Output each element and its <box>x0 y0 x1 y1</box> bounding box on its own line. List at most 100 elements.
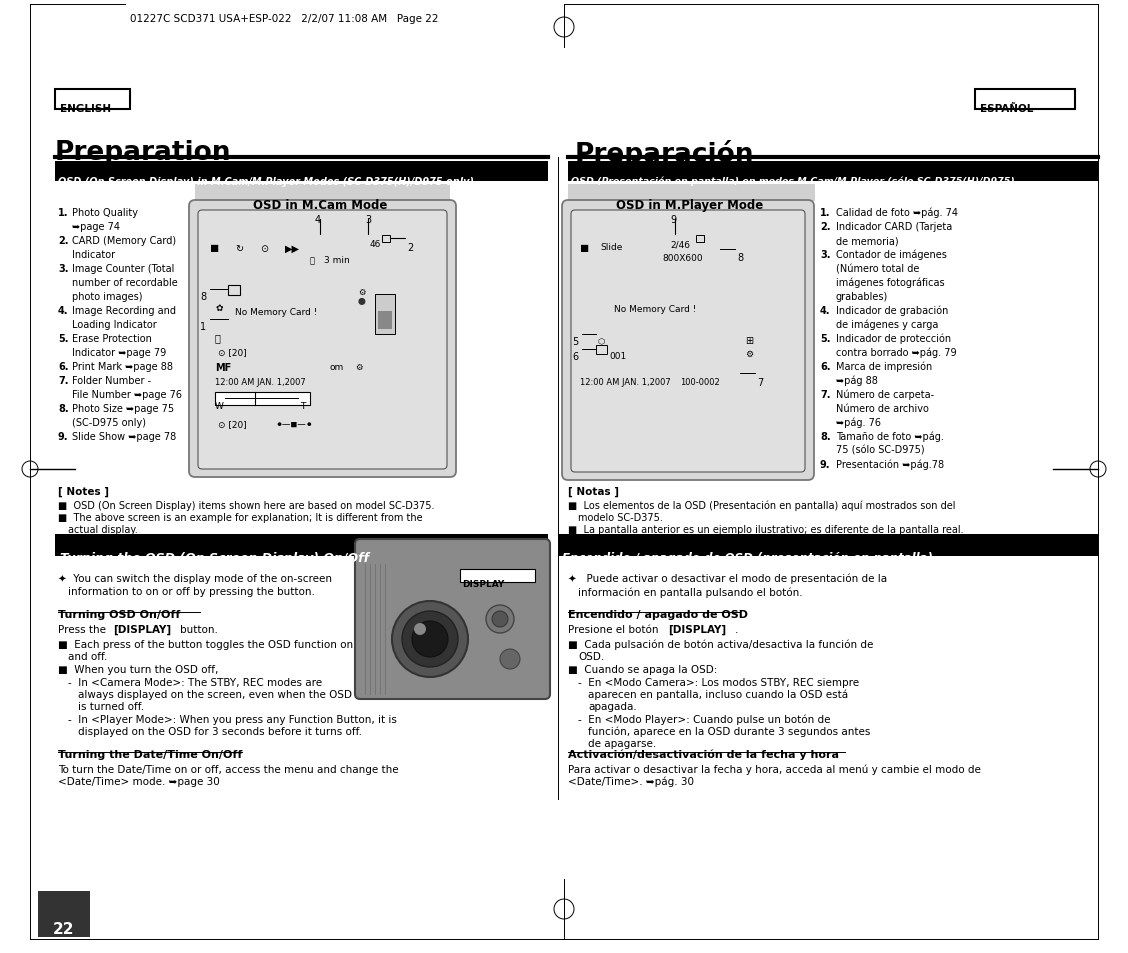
Text: 3: 3 <box>365 214 371 225</box>
Text: om: om <box>331 363 344 372</box>
Text: ✦  You can switch the display mode of the on-screen: ✦ You can switch the display mode of the… <box>58 574 332 583</box>
Text: .: . <box>735 624 739 635</box>
Text: Número de archivo: Número de archivo <box>836 403 928 414</box>
Text: ■  Each press of the button toggles the OSD function on: ■ Each press of the button toggles the O… <box>58 639 353 649</box>
Text: ENGLISH: ENGLISH <box>60 104 112 113</box>
Text: DISPLAY: DISPLAY <box>462 579 504 588</box>
Text: de apagarse.: de apagarse. <box>588 739 656 748</box>
Text: 4.: 4. <box>58 306 69 315</box>
Bar <box>195 185 450 202</box>
Text: Contador de imágenes: Contador de imágenes <box>836 250 946 260</box>
Text: Presione el botón: Presione el botón <box>569 624 662 635</box>
Text: ➥pág. 76: ➥pág. 76 <box>836 417 881 428</box>
Text: (Número total de: (Número total de <box>836 264 919 274</box>
Text: 3 min: 3 min <box>324 255 350 265</box>
Circle shape <box>500 649 520 669</box>
Bar <box>558 535 1098 557</box>
Text: Turning OSD On/Off: Turning OSD On/Off <box>58 609 180 619</box>
Text: modelo SC-D375.: modelo SC-D375. <box>578 513 663 522</box>
Text: ▶▶: ▶▶ <box>285 244 300 253</box>
Text: grabables): grabables) <box>836 292 888 302</box>
Text: Indicator: Indicator <box>72 250 115 260</box>
Text: ■  Cuando se apaga la OSD:: ■ Cuando se apaga la OSD: <box>569 664 717 675</box>
Text: 8: 8 <box>737 253 743 263</box>
Text: 2: 2 <box>407 243 413 253</box>
Text: Image Counter (Total: Image Counter (Total <box>72 264 175 274</box>
Circle shape <box>402 612 458 667</box>
Text: [ Notas ]: [ Notas ] <box>569 486 619 497</box>
Text: 2.: 2. <box>58 235 69 246</box>
Text: 8: 8 <box>200 292 206 302</box>
Text: 7.: 7. <box>820 390 830 399</box>
Text: <Date/Time>. ➥pág. 30: <Date/Time>. ➥pág. 30 <box>569 776 694 786</box>
Text: Tamaño de foto ➥pág.: Tamaño de foto ➥pág. <box>836 432 944 442</box>
Text: is turned off.: is turned off. <box>78 701 144 711</box>
Text: imágenes fotográficas: imágenes fotográficas <box>836 277 944 288</box>
Text: 46: 46 <box>370 240 381 249</box>
Text: OSD.: OSD. <box>578 651 605 661</box>
FancyBboxPatch shape <box>355 539 550 700</box>
Text: 1.: 1. <box>58 208 69 218</box>
Text: Turning the OSD (On Screen Display) On/Off: Turning the OSD (On Screen Display) On/O… <box>60 552 369 564</box>
Text: W: W <box>215 401 223 411</box>
Text: 9.: 9. <box>58 432 69 441</box>
Text: photo images): photo images) <box>72 292 142 302</box>
Bar <box>382 235 390 243</box>
Bar <box>569 162 1098 182</box>
Text: Preparation: Preparation <box>55 140 231 166</box>
Text: ⚙: ⚙ <box>355 363 362 372</box>
Text: and off.: and off. <box>68 651 107 661</box>
Text: [DISPLAY]: [DISPLAY] <box>668 624 726 635</box>
Text: No Memory Card !: No Memory Card ! <box>235 308 317 316</box>
Text: 1.: 1. <box>820 208 830 218</box>
Text: ⊞: ⊞ <box>744 335 754 346</box>
Text: 12:00 AM JAN. 1,2007: 12:00 AM JAN. 1,2007 <box>580 377 671 387</box>
Bar <box>55 162 548 182</box>
Bar <box>374 294 395 335</box>
Text: File Number ➥page 76: File Number ➥page 76 <box>72 390 182 399</box>
Text: ■  La pantalla anterior es un ejemplo ilustrativo; es diferente de la pantalla r: ■ La pantalla anterior es un ejemplo ilu… <box>569 524 963 535</box>
Bar <box>55 90 130 110</box>
Text: 75 (sólo SC-D975): 75 (sólo SC-D975) <box>836 446 925 456</box>
Text: 3.: 3. <box>58 264 69 274</box>
Text: 4.: 4. <box>820 306 830 315</box>
Bar <box>228 286 240 295</box>
Text: 100-0002: 100-0002 <box>680 377 720 387</box>
Circle shape <box>414 623 426 636</box>
Bar <box>55 535 548 557</box>
Bar <box>378 312 393 330</box>
Text: Número de carpeta-: Número de carpeta- <box>836 390 934 400</box>
Text: ⬤: ⬤ <box>358 297 365 305</box>
Text: ✿: ✿ <box>215 304 222 313</box>
Text: 800X600: 800X600 <box>662 253 703 263</box>
Text: 8.: 8. <box>820 432 830 441</box>
Text: ➥pág 88: ➥pág 88 <box>836 375 878 386</box>
Text: 🕐: 🕐 <box>310 255 315 265</box>
Circle shape <box>393 601 468 678</box>
Text: -  In <Camera Mode>: The STBY, REC modes are: - In <Camera Mode>: The STBY, REC modes … <box>68 678 323 687</box>
Text: Preparación: Preparación <box>575 140 755 168</box>
FancyBboxPatch shape <box>199 211 447 470</box>
FancyBboxPatch shape <box>571 211 805 473</box>
Text: MF: MF <box>215 363 231 373</box>
Text: Encendido / apagado de OSD (presentación en pantalla): Encendido / apagado de OSD (presentación… <box>562 552 933 564</box>
Text: Marca de impresión: Marca de impresión <box>836 361 932 372</box>
Text: ◼: ◼ <box>210 243 219 253</box>
Text: 7.: 7. <box>58 375 69 386</box>
Text: de memoria): de memoria) <box>836 235 899 246</box>
Text: Indicador CARD (Tarjeta: Indicador CARD (Tarjeta <box>836 222 952 232</box>
Bar <box>975 90 1075 110</box>
Text: actual display.: actual display. <box>68 524 138 535</box>
Bar <box>215 393 310 406</box>
Text: 22: 22 <box>53 921 74 936</box>
Text: -  In <Player Mode>: When you press any Function Button, it is: - In <Player Mode>: When you press any F… <box>68 714 397 724</box>
Text: CARD (Memory Card): CARD (Memory Card) <box>72 235 176 246</box>
Text: función, aparece en la OSD durante 3 segundos antes: función, aparece en la OSD durante 3 seg… <box>588 726 871 737</box>
Text: 3.: 3. <box>820 250 830 260</box>
Text: ⊙ [20]: ⊙ [20] <box>218 419 247 429</box>
Text: ■  The above screen is an example for explanation; It is different from the: ■ The above screen is an example for exp… <box>58 513 423 522</box>
Text: OSD (Presentación en pantalla) en modos M.Cam/M.Player (sólo SC-D375(H)/D975): OSD (Presentación en pantalla) en modos … <box>571 177 1015 186</box>
Text: de imágenes y carga: de imágenes y carga <box>836 319 938 330</box>
Text: Activación/desactivación de la fecha y hora: Activación/desactivación de la fecha y h… <box>569 749 839 760</box>
Text: Slide Show ➥page 78: Slide Show ➥page 78 <box>72 432 176 441</box>
